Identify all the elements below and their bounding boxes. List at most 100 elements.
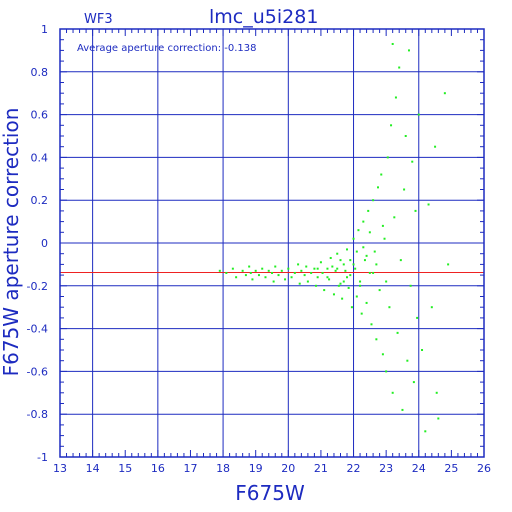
data-point xyxy=(342,263,345,266)
data-point xyxy=(319,261,322,264)
x-tick-label: 13 xyxy=(53,462,67,475)
data-point xyxy=(416,316,419,319)
data-point xyxy=(421,349,424,351)
grid xyxy=(60,29,484,457)
tick-marks xyxy=(59,28,485,458)
data-point xyxy=(218,269,221,272)
data-point xyxy=(385,280,388,283)
data-point xyxy=(293,271,296,274)
data-point xyxy=(321,271,324,274)
data-point xyxy=(254,269,257,272)
data-point xyxy=(375,338,378,341)
y-tick-label: -0.6 xyxy=(27,365,48,378)
y-tick-label: 1 xyxy=(41,23,48,36)
data-point xyxy=(363,259,366,262)
data-point xyxy=(300,269,303,272)
data-point xyxy=(427,203,430,206)
x-tick-label: 24 xyxy=(412,462,426,475)
y-tick-label: -0.8 xyxy=(27,408,48,421)
x-tick-label: 21 xyxy=(314,462,328,475)
data-point xyxy=(290,276,293,279)
data-point xyxy=(362,246,365,249)
data-point xyxy=(248,265,251,268)
y-tick-label: -0.2 xyxy=(27,280,48,293)
x-tick-label: 14 xyxy=(86,462,100,475)
data-point xyxy=(393,216,396,219)
data-point xyxy=(303,274,306,277)
data-point xyxy=(277,274,280,277)
x-tick-label: 16 xyxy=(151,462,165,475)
data-point xyxy=(377,186,379,189)
data-point xyxy=(257,274,260,277)
data-point xyxy=(368,231,371,234)
data-point xyxy=(350,306,353,309)
data-point xyxy=(346,276,349,279)
data-point xyxy=(412,381,415,384)
data-point xyxy=(362,220,365,223)
data-point xyxy=(305,265,308,268)
data-point xyxy=(251,278,254,281)
data-point xyxy=(336,267,339,270)
data-point xyxy=(443,92,446,95)
y-tick-label: 0.8 xyxy=(31,66,49,79)
y-axis-label: F675W aperture correction xyxy=(0,108,23,377)
data-point xyxy=(355,295,358,298)
data-point xyxy=(373,250,376,253)
data-point xyxy=(406,359,409,362)
data-point xyxy=(391,42,394,45)
data-point xyxy=(271,271,273,274)
data-point xyxy=(424,430,427,433)
x-axis-label: F675W xyxy=(235,481,305,505)
data-point xyxy=(414,209,417,212)
data-point xyxy=(349,274,352,277)
data-point xyxy=(336,252,339,255)
data-point xyxy=(284,278,287,281)
y-tick-label: 0.4 xyxy=(31,151,49,164)
data-point xyxy=(352,237,355,240)
data-point xyxy=(372,199,375,202)
data-point xyxy=(386,156,389,159)
data-point xyxy=(297,263,300,266)
data-point xyxy=(349,259,352,262)
x-tick-label: 26 xyxy=(477,462,491,475)
y-tick-label: -0.4 xyxy=(27,323,48,336)
data-point xyxy=(409,284,412,287)
data-point xyxy=(401,408,404,411)
data-point xyxy=(274,265,277,268)
data-point xyxy=(272,280,275,283)
data-point xyxy=(404,135,407,137)
data-point xyxy=(437,417,440,420)
data-point xyxy=(380,173,383,176)
data-point xyxy=(368,271,371,274)
y-tick-label: -1 xyxy=(37,451,48,464)
data-point xyxy=(367,209,370,212)
data-point xyxy=(388,306,391,309)
data-point xyxy=(329,256,332,259)
x-tick-label: 17 xyxy=(183,462,197,475)
data-point xyxy=(264,276,267,279)
data-point xyxy=(249,271,252,274)
data-point xyxy=(447,263,450,266)
data-point xyxy=(341,297,344,300)
data-points xyxy=(218,42,450,433)
data-point xyxy=(383,237,386,240)
tick-labels: 13 14 15 16 17 18 19 20 21 22 23 24 25 26 -1 -0.8 -0.6 -0… xyxy=(27,23,491,475)
data-point xyxy=(355,250,358,253)
data-point xyxy=(396,331,399,334)
data-point xyxy=(323,289,326,292)
data-point xyxy=(403,188,406,191)
data-point xyxy=(365,254,368,257)
data-point xyxy=(339,259,342,262)
data-point xyxy=(334,269,337,272)
data-point xyxy=(347,286,350,289)
data-point xyxy=(280,269,283,272)
x-tick-label: 15 xyxy=(118,462,132,475)
data-point xyxy=(339,282,342,285)
y-tick-label: 0.2 xyxy=(31,194,49,207)
data-point xyxy=(417,113,420,116)
data-point xyxy=(381,224,384,227)
data-point xyxy=(385,370,388,373)
data-point xyxy=(435,391,438,394)
x-tick-label: 22 xyxy=(347,462,361,475)
